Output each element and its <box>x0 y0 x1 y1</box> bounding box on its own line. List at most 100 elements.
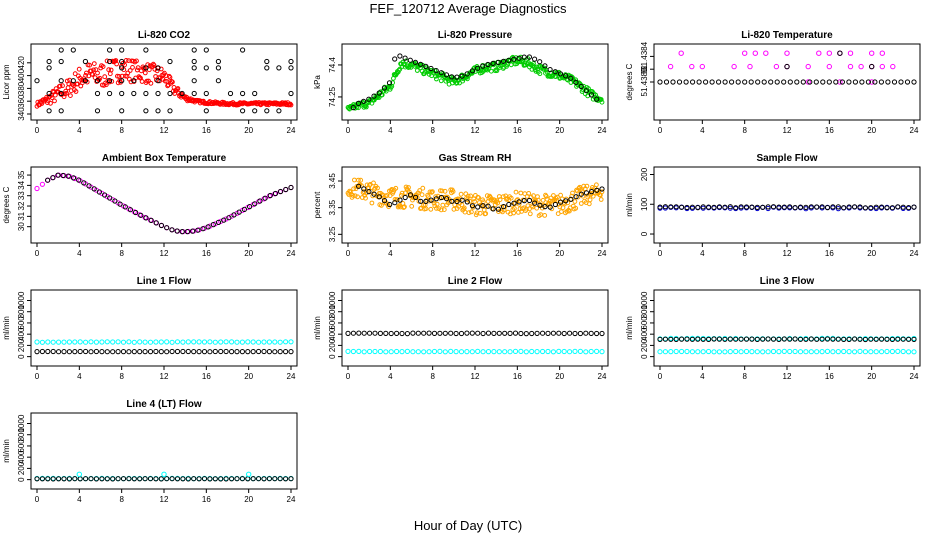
data-point <box>727 336 733 342</box>
y-tick-label: 200 <box>17 461 26 475</box>
data-point <box>594 348 600 354</box>
data-point <box>521 198 527 204</box>
data-point <box>119 90 125 97</box>
data-point <box>392 200 398 206</box>
data-point <box>563 198 569 204</box>
data-point <box>126 349 132 355</box>
data-point <box>749 336 755 342</box>
data-point <box>501 204 507 210</box>
data-point <box>436 206 442 212</box>
data-point <box>497 197 503 203</box>
x-tick-label: 12 <box>160 372 169 381</box>
y-tick-label: 51.4384 <box>640 41 649 70</box>
data-point <box>61 339 67 345</box>
data-point <box>108 67 114 73</box>
data-point <box>191 65 197 71</box>
data-point <box>770 348 777 355</box>
data-point <box>39 181 46 187</box>
data-point <box>107 90 113 97</box>
data-point <box>393 185 399 191</box>
data-point <box>787 79 793 85</box>
data-point <box>684 204 690 211</box>
data-point <box>857 348 863 354</box>
data-point <box>869 50 875 56</box>
data-point <box>448 330 454 336</box>
data-point <box>72 339 78 345</box>
panel-title: Li-820 CO2 <box>138 30 191 41</box>
data-point <box>568 196 574 202</box>
y-tick-label: 34 <box>17 180 26 189</box>
data-point <box>223 476 229 482</box>
data-point <box>711 204 717 210</box>
data-point <box>488 68 494 74</box>
y-tick-label: 800 <box>328 305 337 319</box>
data-point <box>657 79 663 85</box>
data-point <box>873 204 879 210</box>
data-point <box>526 191 532 196</box>
data-point <box>722 336 728 342</box>
data-point <box>241 206 247 212</box>
y-tick-label: 32 <box>17 201 26 210</box>
data-point <box>781 336 787 342</box>
data-point <box>749 204 755 210</box>
y-tick-label: 420 <box>17 56 26 70</box>
data-point <box>50 339 56 345</box>
data-point <box>215 219 222 225</box>
data-point <box>729 79 735 85</box>
data-point <box>153 476 159 482</box>
data-point <box>857 204 863 210</box>
x-tick-label: 24 <box>910 126 919 135</box>
data-point <box>131 349 137 355</box>
data-point <box>107 47 113 53</box>
data-point <box>438 78 444 84</box>
data-point <box>397 53 403 59</box>
data-point <box>738 204 744 210</box>
x-tick-label: 0 <box>658 249 663 258</box>
data-point <box>454 198 460 205</box>
data-point <box>807 79 813 85</box>
data-point <box>138 68 144 74</box>
data-point <box>495 200 501 206</box>
x-tick-label: 0 <box>35 126 40 135</box>
data-point <box>500 194 506 200</box>
data-point <box>496 349 502 355</box>
data-point <box>180 339 186 345</box>
data-point <box>119 47 125 53</box>
data-points <box>34 339 294 355</box>
data-point <box>130 65 135 70</box>
data-point <box>46 108 52 114</box>
y-tick-label: 35 <box>17 170 26 179</box>
data-point <box>542 204 548 210</box>
data-point <box>716 79 722 85</box>
data-point <box>684 336 690 342</box>
data-point <box>760 336 766 342</box>
data-point <box>534 205 540 211</box>
y-tick-label: 31 <box>17 211 26 220</box>
panel-title: Line 3 Flow <box>760 276 815 287</box>
data-point <box>410 330 416 336</box>
data-point <box>190 228 196 234</box>
data-point <box>464 71 470 77</box>
data-point <box>147 476 154 482</box>
y-tick-label: 800 <box>17 428 26 442</box>
data-point <box>492 68 498 74</box>
data-point <box>73 89 79 94</box>
data-point <box>438 194 444 201</box>
data-point <box>179 90 185 97</box>
data-point <box>127 68 133 73</box>
data-point <box>384 193 390 198</box>
data-point <box>421 202 427 208</box>
data-point <box>526 54 533 60</box>
data-point <box>174 476 181 482</box>
data-point <box>722 204 728 210</box>
data-point <box>819 349 825 355</box>
data-point <box>508 195 514 201</box>
x-tick-label: 0 <box>35 249 40 258</box>
data-point <box>153 348 159 355</box>
data-point <box>184 229 190 235</box>
data-points <box>345 177 605 219</box>
data-point <box>72 349 78 355</box>
x-tick-label: 8 <box>119 372 124 381</box>
data-point <box>465 193 471 199</box>
data-point <box>754 336 760 342</box>
